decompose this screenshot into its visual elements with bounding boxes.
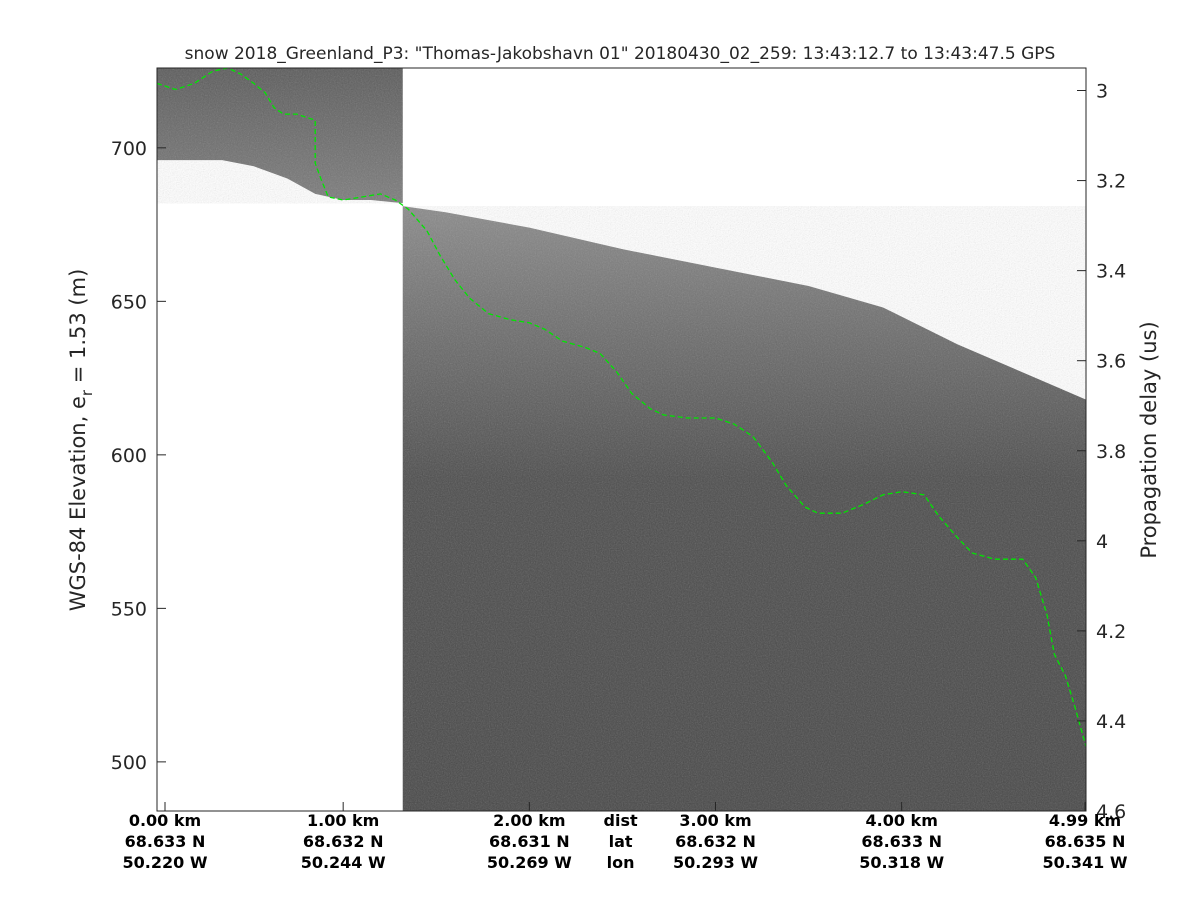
right-y-axis: 3 3.2 3.4 3.6 3.8 4 4.2 4.4 4.6 — [1077, 81, 1126, 823]
y-axis-label-main: WGS-84 Elevation, e — [66, 396, 90, 611]
x-tick-dist: 0.00 km — [129, 811, 201, 830]
x-tick-dist: 3.00 km — [679, 811, 751, 830]
y2-tick-label: 3.4 — [1096, 261, 1126, 283]
y2-tick-label: 4 — [1096, 531, 1108, 553]
x-tick-dist: 1.00 km — [307, 811, 379, 830]
y-axis-label-subscript: r — [78, 389, 96, 396]
x-tick-dist: 2.00 km — [493, 811, 565, 830]
y2-tick-label: 3.8 — [1096, 441, 1126, 463]
x-tick-dist: 4.00 km — [866, 811, 938, 830]
y2-axis-label: Propagation delay (us) — [1137, 321, 1161, 558]
radar-image — [157, 68, 1086, 811]
chart-title: snow 2018_Greenland_P3: "Thomas-Jakobsha… — [185, 44, 1056, 64]
y-axis-label: WGS-84 Elevation, er = 1.53 (m) — [66, 269, 96, 612]
row-label-lon: lon — [607, 853, 635, 872]
y-tick-label: 650 — [111, 291, 147, 313]
y2-tick-label: 3.6 — [1096, 351, 1126, 373]
surface-track-line — [157, 68, 1086, 747]
x-tick-lon: 50.318 W — [859, 853, 944, 872]
x-tick-lat: 68.633 N — [125, 832, 206, 851]
x-tick-lon: 50.341 W — [1043, 853, 1128, 872]
x-tick-lon: 50.220 W — [123, 853, 208, 872]
x-tick-lon: 50.293 W — [673, 853, 758, 872]
y-tick-label: 700 — [111, 138, 147, 160]
x-tick-lat: 68.635 N — [1045, 832, 1126, 851]
y2-tick-label: 4.4 — [1096, 711, 1126, 733]
row-label-dist: dist — [604, 811, 638, 830]
x-tick-lat: 68.631 N — [489, 832, 570, 851]
y-axis-label-rest: = 1.53 (m) — [66, 269, 90, 390]
y-tick-label: 550 — [111, 598, 147, 620]
y-tick-label: 500 — [111, 752, 147, 774]
radargram-segment-1-noise — [157, 68, 403, 204]
plot-frame — [156, 67, 1087, 812]
bottom-x-axis-labels: 0.00 km 68.633 N 50.220 W 1.00 km 68.632 N 50… — [123, 802, 1128, 872]
radargram-segment-2-noise — [402, 206, 1086, 811]
y2-tick-label: 4.2 — [1096, 621, 1126, 643]
x-tick-lon: 50.269 W — [487, 853, 572, 872]
x-tick-lat: 68.633 N — [861, 832, 942, 851]
left-y-axis: 500 550 600 650 700 — [111, 138, 166, 774]
y2-tick-label: 3 — [1096, 81, 1108, 103]
x-tick-lat: 68.632 N — [675, 832, 756, 851]
row-label-lat: lat — [609, 832, 633, 851]
x-tick-lon: 50.244 W — [301, 853, 386, 872]
y2-tick-label: 3.2 — [1096, 171, 1126, 193]
y2-tick-label: 4.6 — [1096, 801, 1126, 823]
x-tick-dist: 4.99 km — [1049, 811, 1121, 830]
y-tick-label: 600 — [111, 445, 147, 467]
x-tick-lat: 68.632 N — [303, 832, 384, 851]
